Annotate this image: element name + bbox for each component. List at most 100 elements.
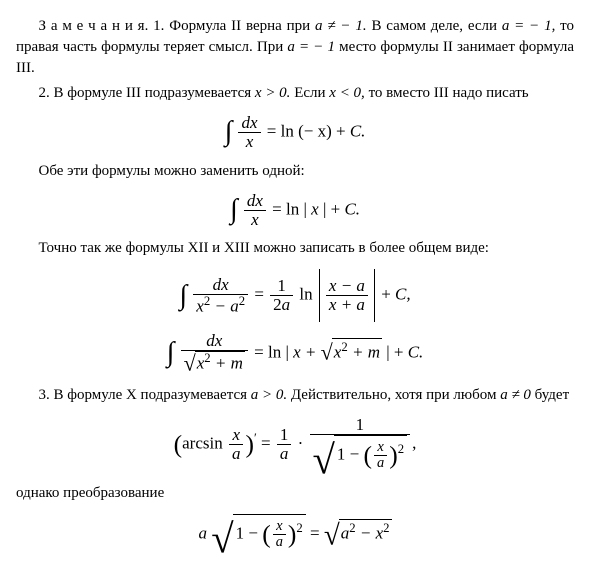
- sqrt-4: x2 + m: [195, 351, 245, 373]
- sqrt-6b: a2 − x2: [339, 519, 392, 545]
- f3-denc: − a: [210, 297, 238, 316]
- p5-t2: Действительно, хотя при любом: [287, 387, 500, 403]
- f3-r4: C,: [395, 285, 411, 304]
- f3-num: dx: [213, 275, 229, 294]
- f2-num: dx: [247, 191, 263, 210]
- f5-tail: ,: [412, 433, 416, 452]
- f4-r4: C.: [408, 342, 424, 361]
- p2-t2: Если: [290, 85, 329, 101]
- f3-rden: 2a: [273, 295, 290, 314]
- surd-5: √: [313, 437, 335, 482]
- f3-rnum: 1: [270, 277, 293, 296]
- f1-den: x: [246, 132, 254, 151]
- f6-rd: 2: [383, 521, 389, 535]
- surd-6b: √: [324, 520, 340, 552]
- integral-sign: ∫: [225, 121, 233, 143]
- p2-t1: 2. В формуле III подразумевается: [39, 85, 255, 101]
- lparen-5: (: [174, 429, 183, 458]
- p5-t3: будет: [531, 387, 569, 403]
- p5-e1: a > 0.: [251, 387, 287, 403]
- f4-r1: = ln |: [254, 342, 293, 361]
- f6-id: a: [276, 534, 283, 550]
- paragraph-5: 3. В формуле X подразумевается a > 0. Де…: [16, 385, 574, 406]
- f5-ld: a: [232, 444, 241, 463]
- f3-dena: x: [196, 297, 204, 316]
- f5-in: x: [377, 439, 383, 455]
- p2-e1: x > 0.: [255, 85, 291, 101]
- lead-word: З а м е ч а н и я.: [39, 18, 149, 34]
- fraction-5c: 1 √1 − (xa)2: [310, 416, 411, 473]
- formula-6: a √1 − (xa)2 = √a2 − x2: [16, 514, 574, 552]
- rparen-5: ): [245, 429, 254, 458]
- f3-r3: +: [381, 285, 395, 304]
- formula-4: ∫ dx √x2 + m = ln | x + √x2 + m | + C.: [16, 332, 574, 375]
- f4-sc: + m: [348, 342, 380, 361]
- p1-e3: a = − 1: [287, 39, 335, 55]
- f6-a: a: [198, 524, 211, 543]
- integral-sign-4: ∫: [167, 342, 175, 364]
- formula-5: (arcsin x a )′ = 1 a · 1 √1 − (xa)2 ,: [16, 416, 574, 473]
- p1-e2: a = − 1,: [502, 18, 555, 34]
- integral-sign-3: ∫: [179, 285, 187, 307]
- f6-pow: 2: [296, 521, 302, 535]
- f6-one: 1 −: [236, 524, 263, 543]
- sqrt-4b: x2 + m: [332, 338, 382, 364]
- fraction-5a: x a: [229, 426, 244, 463]
- paragraph-4: Точно так же формулы XII и XIII можно за…: [16, 238, 574, 259]
- fraction-3b: 1 2a: [270, 277, 293, 314]
- f2-den: x: [251, 210, 259, 229]
- fraction-5d: xa: [374, 440, 387, 471]
- f1-rhs-b: C.: [350, 121, 366, 140]
- p2-e2: x < 0,: [329, 85, 365, 101]
- fraction-6a: xa: [273, 519, 286, 550]
- f1-num: dx: [241, 113, 257, 132]
- fraction-3: dx x2 − a2: [193, 276, 248, 315]
- lparen-6: (: [262, 520, 271, 549]
- f4-r2: x +: [293, 342, 321, 361]
- abs-1: x − a x + a: [319, 269, 375, 322]
- f2-b: x: [311, 199, 319, 218]
- formula-1: ∫ dx x = ln (− x) + C.: [16, 114, 574, 151]
- formula-2: ∫ dx x = ln | x | + C.: [16, 192, 574, 229]
- f3-dend: 2: [239, 294, 245, 308]
- fraction-4: dx √x2 + m: [181, 332, 248, 375]
- paragraph-6: однако преобразование: [16, 483, 574, 504]
- f4-r3: | +: [382, 342, 408, 361]
- f5-dot: ·: [298, 433, 308, 452]
- paragraph-2: 2. В формуле III подразумевается x > 0. …: [16, 83, 574, 104]
- f5-1n: 1: [277, 426, 292, 445]
- fraction-5b: 1 a: [277, 426, 292, 463]
- f3-absd: x + a: [329, 295, 365, 314]
- integral-sign-2: ∫: [230, 199, 238, 221]
- f3-r1: =: [254, 285, 268, 304]
- p1-t1: 1. Формула II верна при: [148, 18, 315, 34]
- f6-ra: a: [341, 524, 350, 543]
- f5-id: a: [377, 455, 384, 471]
- sqrt-6: 1 − (xa)2: [233, 514, 306, 552]
- f6-eq: =: [310, 524, 324, 543]
- p1-e1: a ≠ − 1.: [315, 18, 367, 34]
- f4-num: dx: [206, 331, 222, 350]
- formula-3: ∫ dx x2 − a2 = 1 2a ln x − a x + a + C,: [16, 269, 574, 322]
- f5-ln: x: [232, 425, 240, 444]
- fraction-1: dx x: [238, 114, 260, 151]
- paragraph-1: З а м е ч а н и я. 1. Формула II верна п…: [16, 16, 574, 79]
- f5-one: 1 −: [337, 444, 364, 463]
- f5-2n: 1: [310, 416, 411, 435]
- fraction-3c: x − a x + a: [326, 277, 368, 314]
- f5-pow: 2: [398, 442, 404, 456]
- f5-eq: =: [261, 433, 275, 452]
- f5-1d: a: [280, 444, 289, 463]
- p5-t1: 3. В формуле X подразумевается: [39, 387, 251, 403]
- p1-t2: В самом деле, если: [367, 18, 502, 34]
- f3-r2: ln: [299, 285, 316, 304]
- f6-rc: − x: [356, 524, 384, 543]
- p2-t3: то вместо III надо писать: [365, 85, 529, 101]
- f3-absn: x − a: [329, 276, 365, 295]
- rparen-5b: ): [389, 440, 398, 469]
- f2-a: = ln |: [272, 199, 311, 218]
- f2-c: | +: [319, 199, 345, 218]
- fraction-2: dx x: [244, 192, 266, 229]
- sqrt-5: 1 − (xa)2: [334, 435, 407, 473]
- f2-d: C.: [344, 199, 360, 218]
